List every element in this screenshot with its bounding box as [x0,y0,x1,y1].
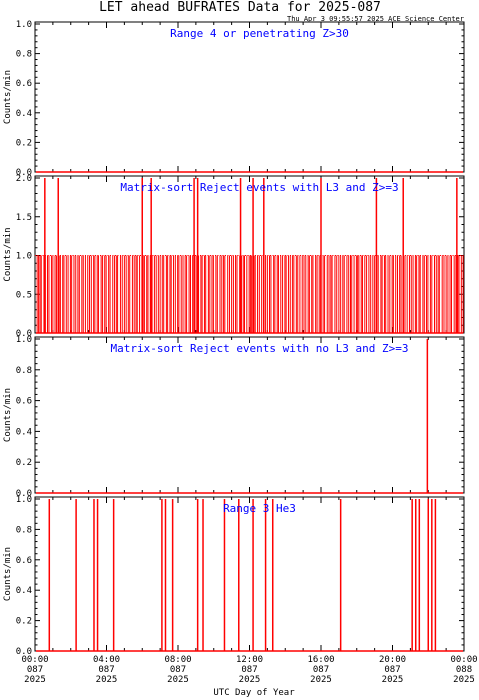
figure-subtitle: Thu Apr 3 09:55:57 2025 ACE Science Cent… [287,15,464,23]
x-tick-time: 00:00 [21,655,48,665]
y-tick-label: 0.2 [16,617,32,627]
x-tick-doy: 087 [170,665,186,675]
x-tick-time: 12:00 [236,655,263,665]
y-tick-label: 1.5 [16,213,32,223]
y-axis-label: Counts/min [3,547,13,601]
x-tick-year: 2025 [96,675,118,685]
x-tick-time: 20:00 [379,655,406,665]
panel-title: Matrix-sort Reject events with L3 and Z>… [120,181,398,194]
x-tick-year: 2025 [167,675,189,685]
x-tick-year: 2025 [382,675,404,685]
y-tick-label: 1.0 [16,495,32,505]
y-tick-label: 0.4 [16,427,32,437]
figure-title: LET ahead BUFRATES Data for 2025-087 [99,0,381,15]
y-tick-label: 1.0 [16,335,32,345]
y-tick-label: 0.8 [16,525,32,535]
x-axis: 00:00087202504:00087202508:00087202512:0… [21,655,477,685]
y-tick-label: 2.0 [16,174,32,184]
x-axis-label: UTC Day of Year [213,688,295,698]
x-tick-doy: 087 [313,665,329,675]
x-tick-year: 2025 [24,675,46,685]
x-tick-doy: 087 [27,665,43,675]
y-tick-label: 0.0 [16,168,32,178]
y-axis-label: Counts/min [3,70,13,124]
y-tick-label: 0.6 [16,556,32,566]
panel-title: Range 3 He3 [223,502,296,515]
y-tick-label: 0.0 [16,489,32,499]
panel-1: 0.0 0.2 0.4 0.6 0.8 1.0 Counts/min Range 4 or p… [3,20,465,178]
y-tick-label: 0.2 [16,458,32,468]
x-tick-doy: 087 [241,665,257,675]
y-tick-label: 0.2 [16,138,32,148]
x-tick-doy: 087 [384,665,400,675]
panel-title: Matrix-sort Reject events with no L3 and… [110,342,408,355]
panel-3: 0.0 0.2 0.4 0.6 0.8 1.0 Counts/min Matrix-sort … [3,335,465,499]
panel-2: 0.0 0.5 1.0 1.5 2.0 Counts/min Matrix-sort Rej… [3,174,465,339]
x-tick-year: 2025 [239,675,261,685]
y-tick-label: 0.0 [16,647,32,657]
x-tick-time: 04:00 [93,655,120,665]
y-tick-label: 0.5 [16,290,32,300]
x-tick-year: 2025 [310,675,332,685]
x-tick-doy: 087 [98,665,114,675]
y-tick-label: 1.0 [16,20,32,30]
panel-frame [34,21,465,173]
x-tick-doy: 088 [456,665,472,675]
y-tick-label: 0.8 [16,50,32,60]
x-tick-year: 2025 [453,675,475,685]
y-axis-label: Counts/min [3,227,13,281]
y-tick-label: 0.6 [16,79,32,89]
y-tick-label: 0.6 [16,397,32,407]
panel-frame [34,496,465,652]
panel-title: Range 4 or penetrating Z>30 [170,27,349,40]
x-tick-time: 16:00 [307,655,334,665]
panel-frame [34,336,465,494]
panel-4: 0.0 0.2 0.4 0.6 0.8 1.0 Counts/min Range 3 He3 [3,495,465,657]
x-tick-time: 08:00 [164,655,191,665]
y-axis-label: Counts/min [3,388,13,442]
y-tick-label: 1.0 [16,252,32,262]
y-tick-label: 0.4 [16,109,32,119]
x-tick-time: 00:00 [450,655,477,665]
y-tick-label: 0.4 [16,586,32,596]
y-tick-label: 0.8 [16,366,32,376]
y-tick-label: 0.0 [16,329,32,339]
